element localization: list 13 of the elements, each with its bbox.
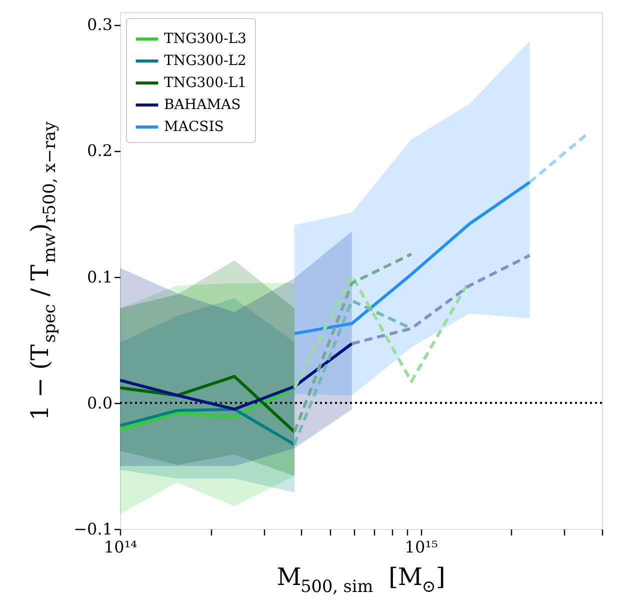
legend-label: BAHAMAS [164,97,241,113]
y-tick-label: 0.0 [87,393,112,412]
y-tick-label: 0.2 [87,141,112,160]
y-tick-label: 0.1 [87,267,112,286]
legend-label: TNG300-L3 [164,31,246,47]
legend-label: TNG300-L1 [164,75,246,91]
legend-label: TNG300-L2 [164,53,246,69]
y-tick-label: 0.3 [87,15,112,34]
y-axis-title: 1 − (Tspec / Tmw)r500, x−ray [26,121,60,420]
legend-label: MACSIS [164,119,224,135]
x-tick-label: 10¹⁴ [104,538,138,556]
x-tick-label: 10¹⁵ [404,538,438,556]
y-tick-label: −0.1 [74,520,112,538]
